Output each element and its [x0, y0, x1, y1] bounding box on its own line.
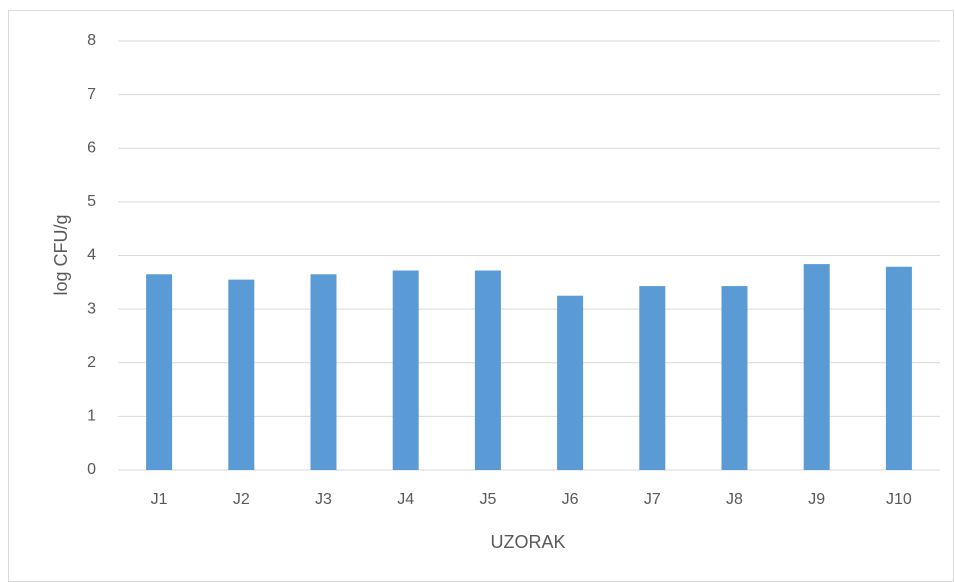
x-tick-label: J7 [644, 491, 661, 508]
y-tick-label: 0 [87, 461, 96, 478]
bar [721, 286, 748, 470]
bar [392, 270, 419, 470]
y-tick-label: 2 [87, 354, 96, 371]
y-axis-title: log CFU/g [51, 214, 71, 295]
x-tick-label: J2 [233, 491, 250, 508]
bar [639, 286, 666, 470]
y-tick-label: 3 [87, 300, 96, 317]
bar [146, 274, 173, 470]
x-tick-label: J3 [315, 491, 332, 508]
y-tick-label: 6 [87, 139, 96, 156]
bar [803, 264, 830, 470]
x-tick-label: J10 [886, 491, 912, 508]
x-tick-label: J9 [808, 491, 825, 508]
x-tick-label: J8 [726, 491, 743, 508]
x-axis-title: UZORAK [490, 532, 565, 552]
x-tick-label: J5 [479, 491, 496, 508]
y-tick-label: 7 [87, 86, 96, 103]
y-tick-label: 4 [87, 247, 96, 264]
x-tick-label: J4 [397, 491, 414, 508]
y-tick-label: 8 [87, 32, 96, 49]
x-tick-label: J1 [151, 491, 168, 508]
bar [474, 270, 501, 470]
y-tick-label: 1 [87, 408, 96, 425]
bar [310, 274, 337, 470]
bar [557, 295, 584, 470]
bar [885, 266, 912, 470]
y-tick-label: 5 [87, 193, 96, 210]
x-tick-label: J6 [562, 491, 579, 508]
bar [228, 279, 255, 470]
